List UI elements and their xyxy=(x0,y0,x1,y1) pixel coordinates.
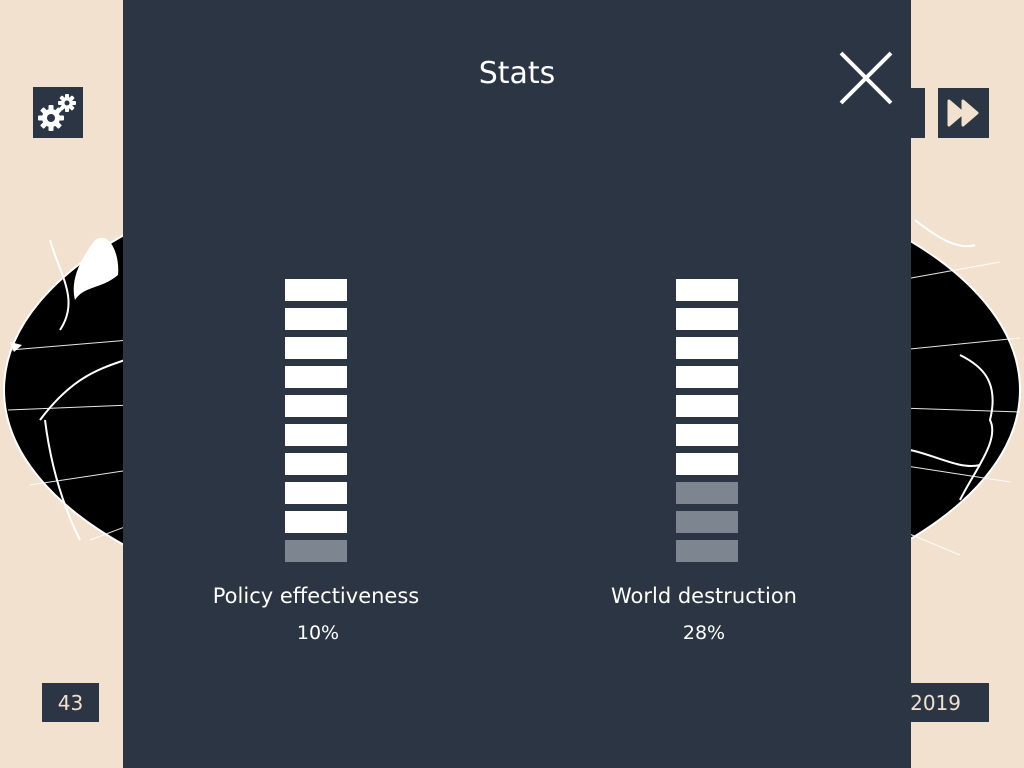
meter-segment xyxy=(285,308,347,330)
fast-forward-button[interactable] xyxy=(938,88,989,138)
meter-segment xyxy=(285,337,347,359)
world-destruction-meter xyxy=(676,279,738,569)
world-destruction-label: World destruction xyxy=(611,584,797,608)
policy-effectiveness-label: Policy effectiveness xyxy=(212,584,420,608)
meter-segment xyxy=(285,453,347,475)
turn-counter: 43 xyxy=(42,683,99,722)
meter-segment xyxy=(676,511,738,533)
settings-button[interactable] xyxy=(33,87,83,138)
meter-segment xyxy=(676,395,738,417)
meter-segment xyxy=(285,511,347,533)
stats-modal: Stats Policy effectiveness 10% World des… xyxy=(123,0,911,768)
modal-title: Stats xyxy=(478,56,556,91)
year-value: 2019 xyxy=(910,690,961,715)
meter-segment xyxy=(285,482,347,504)
meter-segment xyxy=(285,279,347,301)
meter-segment xyxy=(676,366,738,388)
policy-effectiveness-value: 10% xyxy=(296,622,340,644)
policy-effectiveness-meter xyxy=(285,279,347,569)
world-destruction-value: 28% xyxy=(682,622,726,644)
meter-segment xyxy=(285,424,347,446)
gears-icon xyxy=(38,93,76,131)
meter-segment xyxy=(676,482,738,504)
meter-segment xyxy=(285,366,347,388)
meter-segment xyxy=(676,540,738,562)
close-button[interactable] xyxy=(836,48,896,108)
meter-segment xyxy=(676,308,738,330)
close-icon xyxy=(839,51,893,105)
turn-counter-value: 43 xyxy=(57,690,84,715)
meter-segment xyxy=(676,279,738,301)
meter-segment xyxy=(676,424,738,446)
meter-segment xyxy=(285,540,347,562)
meter-segment xyxy=(676,453,738,475)
meter-segment xyxy=(285,395,347,417)
fast-forward-icon xyxy=(947,99,978,127)
meter-segment xyxy=(676,337,738,359)
